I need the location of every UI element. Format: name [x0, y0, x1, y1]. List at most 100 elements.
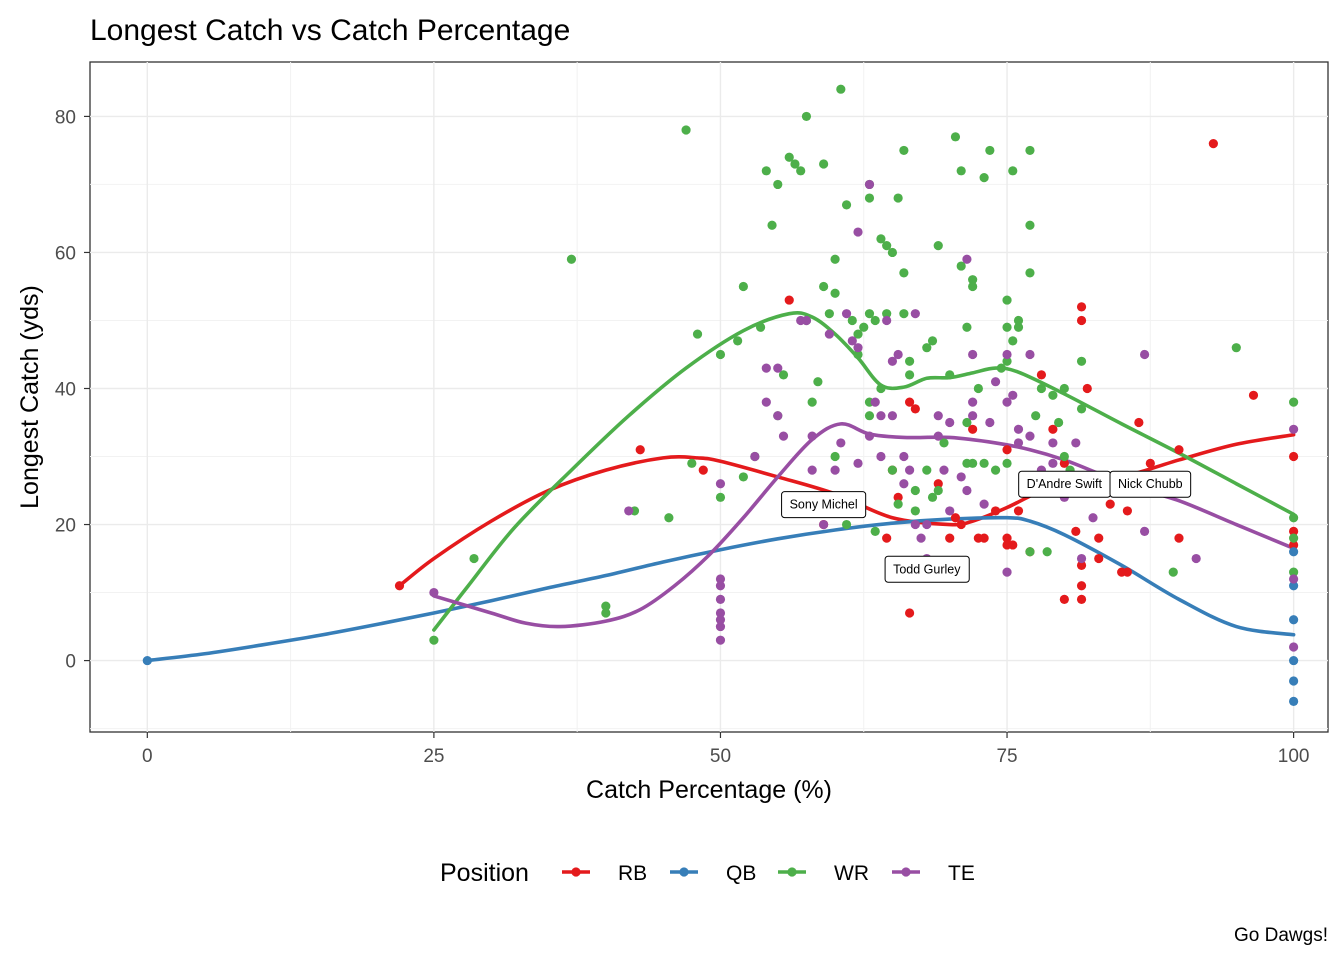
point-wr [893, 499, 903, 509]
point-wr [973, 383, 983, 394]
point-wr [566, 254, 577, 264]
player-label-box [884, 555, 970, 583]
point-wr [601, 608, 611, 618]
point-wr [927, 336, 938, 346]
y-tick-label: 80 [55, 107, 76, 128]
point-wr [962, 417, 972, 428]
point-wr [968, 281, 978, 292]
point-te [1139, 526, 1150, 536]
point-te [939, 465, 949, 475]
point-wr [1008, 166, 1018, 176]
point-wr [692, 329, 703, 339]
point-rb [1134, 417, 1144, 428]
point-te [1048, 438, 1058, 448]
point-wr [996, 363, 1006, 373]
point-wr [715, 349, 726, 360]
point-wr [1025, 547, 1035, 557]
point-rb [1248, 390, 1259, 400]
point-te [1002, 349, 1012, 360]
point-wr [1059, 383, 1069, 394]
point-wr [1059, 451, 1069, 462]
point-wr [956, 166, 966, 176]
player-label: Todd Gurley [884, 555, 970, 583]
point-wr [870, 526, 880, 536]
point-wr [830, 254, 840, 264]
point-rb [1076, 315, 1087, 326]
point-te [1289, 424, 1299, 434]
point-rb [910, 404, 920, 414]
legend-label-rb: RB [618, 862, 647, 885]
point-wr [1025, 145, 1035, 156]
point-wr [899, 309, 909, 319]
point-te [801, 315, 812, 326]
point-wr [801, 111, 812, 122]
point-te [899, 479, 909, 489]
legend: Position RB QB WR TE [440, 859, 975, 887]
point-te [876, 451, 886, 462]
y-tick-label: 20 [55, 516, 76, 537]
point-wr [962, 322, 972, 332]
player-label: D'Andre Swift [1018, 470, 1112, 498]
point-wr [1289, 533, 1299, 543]
point-te [624, 506, 634, 516]
point-rb [698, 465, 708, 475]
point-rb [1071, 526, 1081, 536]
legend-key-point-wr [787, 867, 797, 877]
player-label-text: Nick Chubb [1118, 477, 1183, 491]
point-rb [905, 608, 915, 618]
point-wr [968, 458, 978, 468]
x-tick-label: 25 [423, 746, 444, 767]
point-te [910, 309, 920, 319]
y-tick-label: 60 [55, 243, 76, 264]
point-te [715, 621, 726, 632]
point-rb [394, 581, 405, 591]
point-wr [819, 159, 829, 169]
y-tick-label: 0 [65, 652, 76, 673]
point-te [899, 451, 909, 462]
point-rb [1122, 567, 1132, 577]
point-wr [876, 234, 886, 244]
point-te [864, 431, 875, 441]
point-wr [1002, 458, 1012, 468]
point-wr [738, 472, 748, 482]
point-wr [859, 322, 869, 332]
point-wr [715, 492, 726, 502]
legend-key-point-te [901, 867, 911, 877]
point-wr [1031, 411, 1041, 421]
point-wr [985, 145, 995, 156]
point-wr [687, 458, 697, 468]
point-rb [1174, 445, 1184, 455]
plot-panel [89, 61, 1329, 733]
point-rb [893, 492, 903, 502]
point-rb [1076, 302, 1087, 312]
point-wr [429, 635, 439, 645]
point-te [1013, 424, 1024, 434]
point-wr [905, 356, 915, 366]
point-te [979, 499, 989, 509]
point-rb [1094, 533, 1104, 543]
point-te [876, 411, 886, 421]
legend-label-te: TE [948, 862, 975, 885]
point-wr [824, 309, 834, 319]
point-te [1008, 390, 1018, 400]
point-rb [945, 533, 955, 543]
point-wr [1168, 567, 1178, 577]
point-wr [882, 309, 892, 319]
point-wr [796, 166, 806, 176]
point-rb [1048, 424, 1058, 434]
point-wr [778, 370, 789, 380]
point-qb [1289, 581, 1299, 591]
point-te [962, 254, 972, 264]
y-axis: 0 20 40 60 80 [55, 107, 90, 673]
point-wr [933, 485, 943, 496]
legend-label-qb: QB [726, 862, 756, 885]
point-rb [1289, 540, 1299, 550]
point-te [750, 451, 760, 462]
chart-title: Longest Catch vs Catch Percentage [90, 14, 570, 47]
point-te [429, 587, 439, 598]
point-rb [1076, 560, 1087, 570]
point-te [1025, 349, 1035, 360]
point-te [715, 608, 726, 618]
point-wr [469, 553, 479, 564]
point-wr [1002, 295, 1012, 305]
